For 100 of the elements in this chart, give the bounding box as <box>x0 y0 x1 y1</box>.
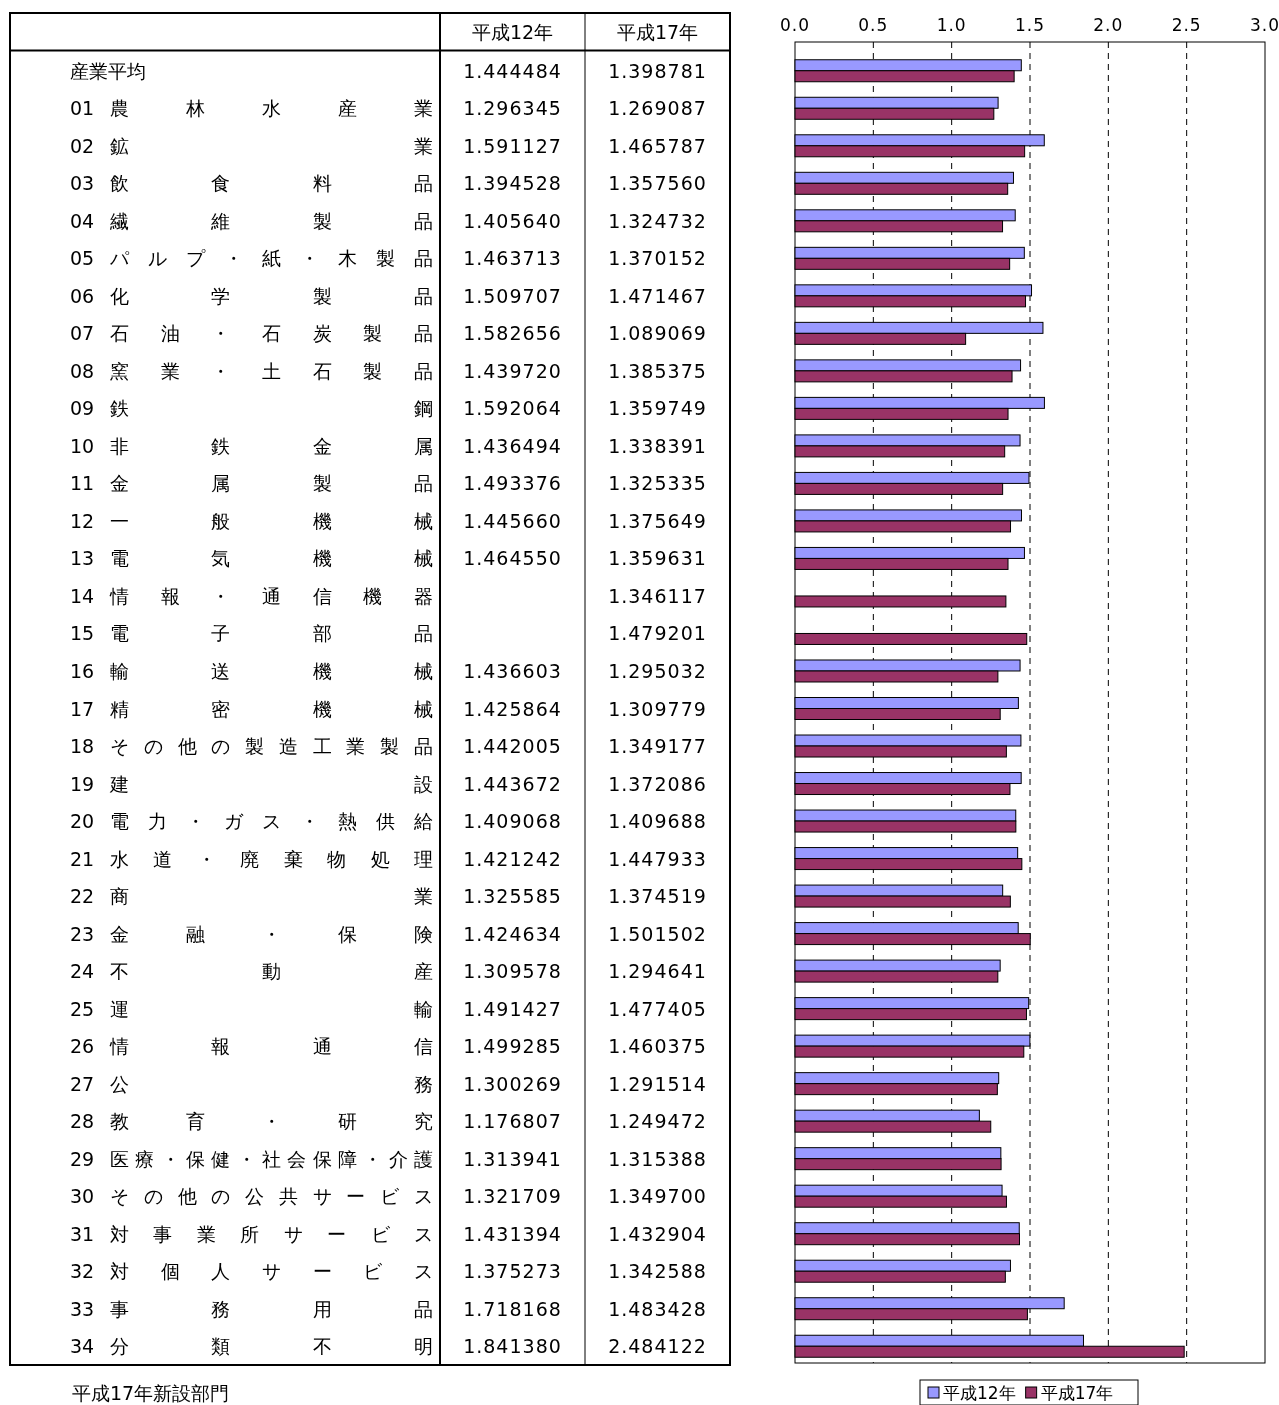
text: 3.0 <box>1249 15 1279 35</box>
y-tick-label: 11 金属製品 <box>70 472 433 495</box>
text: 平成17年新設部門 <box>72 1382 230 1404</box>
y-tick-label: 28 教育・研究 <box>70 1110 433 1133</box>
legend-label: 平成17年 <box>1040 1383 1114 1403</box>
data-label: 1.483428 <box>608 1297 707 1320</box>
y-tick-label: 14 情報・通信機器 <box>70 584 433 607</box>
data-label: 1.269087 <box>608 97 707 120</box>
text: 平成12年 <box>471 21 554 43</box>
data-label: 1.425864 <box>463 697 562 720</box>
data-label: 1.372086 <box>608 772 707 795</box>
y-tick-label: 07 石油・石炭製品 <box>70 322 433 345</box>
y-tick-label: 19 建設 <box>70 772 433 795</box>
y-tick-label: 24 不動産 <box>70 960 433 983</box>
data-label: 1.436494 <box>463 434 562 457</box>
y-tick-label: 01 農林水産業 <box>70 97 433 120</box>
text: 2.0 <box>1093 15 1124 35</box>
data-label: 1.841380 <box>463 1335 562 1358</box>
data-label: 1.375273 <box>463 1260 562 1283</box>
data-label: 1.432904 <box>608 1222 707 1245</box>
text: 平成17年 <box>616 21 699 43</box>
data-label: 1.499285 <box>463 1035 562 1058</box>
data-label: 1.471467 <box>608 284 707 307</box>
y-tick-label: 29 医療・保健・社会保障・介護 <box>70 1147 433 1170</box>
data-label: 1.442005 <box>463 735 562 758</box>
data-label: 1.294641 <box>608 960 707 983</box>
data-label: 1.357560 <box>608 172 707 195</box>
data-label: 1.342588 <box>608 1260 707 1283</box>
y-tick-label: 06 化学製品 <box>70 284 433 307</box>
y-tick-label: 17 精密機械 <box>70 697 433 720</box>
data-label: 1.313941 <box>463 1147 562 1170</box>
y-tick-label: 27 公務 <box>70 1072 433 1095</box>
data-label: 1.309578 <box>463 960 562 983</box>
data-label: 1.309779 <box>608 697 707 720</box>
y-tick-label: 33 事務用品 <box>70 1297 433 1320</box>
text: 2.5 <box>1171 15 1202 35</box>
data-label: 1.493376 <box>463 472 562 495</box>
data-label: 1.424634 <box>463 922 562 945</box>
y-tick-label: 02 鉱業 <box>70 134 433 157</box>
text: 1.0 <box>936 15 967 35</box>
data-label: 1.324732 <box>608 209 707 232</box>
data-label: 1.582656 <box>463 322 562 345</box>
y-tick-label: 05 パルプ・紙・木製品 <box>70 247 433 270</box>
y-tick-label: 30 その他の公共サービス <box>70 1185 433 1208</box>
data-label: 1.385375 <box>608 359 707 382</box>
data-label: 1.346117 <box>608 584 707 607</box>
data-label: 1.718168 <box>463 1297 562 1320</box>
text: 0.0 <box>779 15 811 35</box>
data-label: 1.501502 <box>608 922 707 945</box>
data-label: 1.443672 <box>463 772 562 795</box>
data-label: 1.445660 <box>463 509 562 532</box>
data-label: 1.409068 <box>463 810 562 833</box>
data-label: 1.431394 <box>463 1222 562 1245</box>
data-label: 1.509707 <box>463 284 562 307</box>
data-label: 1.349700 <box>608 1185 707 1208</box>
data-label: 1.089069 <box>608 322 707 345</box>
data-label: 1.300269 <box>463 1072 562 1095</box>
data-label: 1.421242 <box>463 847 562 870</box>
data-label: 1.464550 <box>463 547 562 570</box>
y-tick-label: 09 鉄鋼 <box>70 397 433 420</box>
y-tick-label: 25 運輸 <box>70 997 433 1020</box>
data-label: 2.484122 <box>608 1335 707 1358</box>
data-label: 1.394528 <box>463 172 562 195</box>
data-label: 1.439720 <box>463 359 562 382</box>
y-tick-label: 04 繊維製品 <box>70 209 433 232</box>
data-label: 1.249472 <box>608 1110 707 1133</box>
data-label: 1.325335 <box>608 472 707 495</box>
data-label: 1.398781 <box>608 59 707 82</box>
data-label: 1.444484 <box>463 59 562 82</box>
data-label: 1.375649 <box>608 509 707 532</box>
data-label: 1.405640 <box>463 209 562 232</box>
y-tick-label: 34 分類不明 <box>70 1335 433 1358</box>
y-tick-label: 22 商業 <box>70 885 433 908</box>
y-tick-label: 21 水道・廃棄物処理 <box>70 847 433 870</box>
data-label: 1.460375 <box>608 1035 707 1058</box>
data-label: 1.296345 <box>463 97 562 120</box>
data-label: 1.463713 <box>463 247 562 270</box>
data-label: 1.291514 <box>608 1072 707 1095</box>
data-label: 1.315388 <box>608 1147 707 1170</box>
data-label: 1.349177 <box>608 735 707 758</box>
data-label: 1.465787 <box>608 134 707 157</box>
y-tick-label: 18 その他の製造工業製品 <box>70 735 433 758</box>
y-tick-label: 08 窯業・土石製品 <box>70 359 433 382</box>
data-label: 1.359631 <box>608 547 707 570</box>
y-tick-label: 16 輸送機械 <box>70 659 433 682</box>
data-label: 1.477405 <box>608 997 707 1020</box>
y-tick-label: 15 電子部品 <box>70 622 433 645</box>
y-tick-label: 20 電力・ガス・熱供給 <box>70 810 433 833</box>
y-tick-label: 10 非鉄金属 <box>70 434 433 457</box>
y-tick-label: 13 電気機械 <box>70 547 433 570</box>
data-label: 1.325585 <box>463 885 562 908</box>
data-label: 1.591127 <box>463 134 562 157</box>
y-tick-label: 03 飲食料品 <box>70 172 433 195</box>
data-label: 1.176807 <box>463 1110 562 1133</box>
data-label: 1.491427 <box>463 997 562 1020</box>
data-label: 1.374519 <box>608 885 707 908</box>
data-label: 1.436603 <box>463 659 562 682</box>
y-tick-label: 31 対事業所サービス <box>70 1222 433 1245</box>
y-tick-label: 26 情報通信 <box>70 1035 433 1058</box>
data-label: 1.295032 <box>608 659 707 682</box>
